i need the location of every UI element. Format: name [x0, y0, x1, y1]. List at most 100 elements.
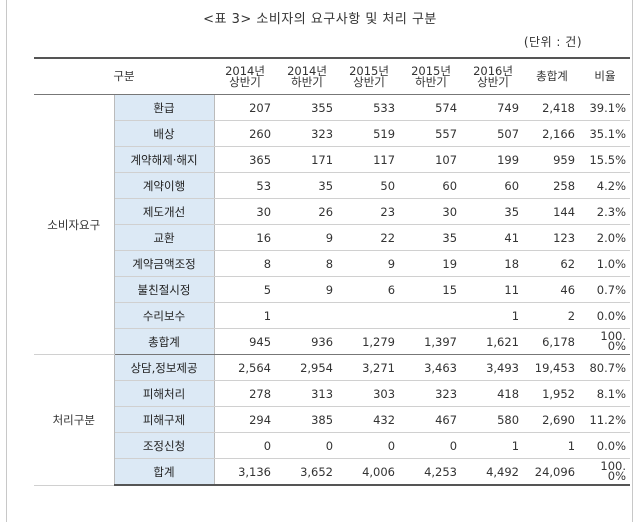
row-label: 총합계: [114, 328, 215, 355]
value-cell: 60: [400, 172, 463, 199]
row-label: 계약이행: [114, 172, 215, 199]
value-cell: 574: [400, 94, 463, 121]
row-label: 수리보수: [114, 302, 215, 329]
header-row: 구분 2014년 상반기 2014년 하반기 2015년 상반기 2015년 하…: [34, 57, 631, 95]
table-row: 합계 3,136 3,652 4,006 4,253 4,492 24,096 100.0%: [34, 458, 631, 486]
value-cell: 11: [462, 276, 525, 303]
value-cell: 3,652: [276, 458, 339, 486]
value-cell: [276, 302, 339, 329]
value-cell: 3,136: [214, 458, 277, 486]
value-cell: 9: [338, 250, 401, 277]
value-cell: 323: [400, 380, 463, 407]
header-2014-h2-line1: 2014년: [287, 63, 327, 78]
value-cell: 60: [462, 172, 525, 199]
value-cell: 2,564: [214, 354, 277, 381]
value-cell: 35: [462, 198, 525, 225]
header-2015-h1-line1: 2015년: [349, 63, 389, 78]
value-cell: 3,271: [338, 354, 401, 381]
value-cell: 26: [276, 198, 339, 225]
value-cell: 278: [214, 380, 277, 407]
table-row: 수리보수 1 1 2 0.0%: [34, 302, 631, 329]
header-2015-h2-line1: 2015년: [411, 63, 451, 78]
value-cell: 467: [400, 406, 463, 433]
value-cell: 35: [400, 224, 463, 251]
value-cell: 8: [276, 250, 339, 277]
value-cell: 4,253: [400, 458, 463, 486]
total-cell: 2,690: [524, 406, 581, 433]
table-row: 처리구분 상담,정보제공 2,564 2,954 3,271 3,463 3,493 19,4…: [34, 354, 631, 486]
value-cell: 8: [214, 250, 277, 277]
table-row: 교환 16 9 22 35 41 123 2.0%: [34, 224, 631, 251]
header-2014-h1-line2: 상반기: [229, 74, 261, 89]
value-cell: 53: [214, 172, 277, 199]
rate-cell: 35.1%: [580, 120, 631, 147]
header-total: 총합계: [524, 57, 581, 95]
rate-value: 100.0%: [600, 328, 627, 353]
rate-value: 100.0%: [600, 458, 627, 483]
value-cell: 533: [338, 94, 401, 121]
header-2015-h2-line2: 하반기: [415, 74, 447, 89]
table-row: 총합계 945 936 1,279 1,397 1,621 6,178 100.0%: [34, 328, 631, 355]
row-label: 조정신청: [114, 432, 215, 459]
group-consumer-requests: 소비자요구: [34, 94, 115, 355]
rate-cell: 4.2%: [580, 172, 631, 199]
value-cell: 22: [338, 224, 401, 251]
value-cell: 519: [338, 120, 401, 147]
header-2014-h2-line2: 하반기: [291, 74, 323, 89]
page-left-border: [6, 0, 7, 522]
total-cell: 2,418: [524, 94, 581, 121]
rate-cell: 0.7%: [580, 276, 631, 303]
rate-cell: 0.0%: [580, 432, 631, 459]
value-cell: 30: [400, 198, 463, 225]
rate-cell: 2.0%: [580, 224, 631, 251]
value-cell: 41: [462, 224, 525, 251]
value-cell: 0: [400, 432, 463, 459]
value-cell: 9: [276, 276, 339, 303]
value-cell: 557: [400, 120, 463, 147]
rate-cell: 100.0%: [580, 458, 631, 486]
statistics-table: 구분 2014년 상반기 2014년 하반기 2015년 상반기 2015년 하…: [34, 57, 631, 486]
value-cell: 1,279: [338, 328, 401, 355]
value-cell: [400, 302, 463, 329]
total-cell: 46: [524, 276, 581, 303]
page-right-border: [632, 0, 633, 522]
value-cell: 18: [462, 250, 525, 277]
rate-cell: 15.5%: [580, 146, 631, 173]
value-cell: 6: [338, 276, 401, 303]
header-2015-h1-line2: 상반기: [353, 74, 385, 89]
table-row: 피해처리 278 313 303 323 418 1,952 8.1%: [34, 380, 631, 407]
header-2014-h1-line1: 2014년: [225, 63, 265, 78]
value-cell: 1,621: [462, 328, 525, 355]
rate-cell: 80.7%: [580, 354, 631, 381]
value-cell: 1: [462, 302, 525, 329]
row-label: 피해구제: [114, 406, 215, 433]
table-row: 계약해제·해지 365 171 117 107 199 959 15.5%: [34, 146, 631, 173]
value-cell: 171: [276, 146, 339, 173]
table-caption: <표 3> 소비자의 요구사항 및 처리 구분: [203, 12, 437, 27]
row-label: 피해처리: [114, 380, 215, 407]
header-2014-h2: 2014년 하반기: [276, 57, 339, 95]
value-cell: 945: [214, 328, 277, 355]
value-cell: 199: [462, 146, 525, 173]
value-cell: 30: [214, 198, 277, 225]
header-2016-h1-line2: 상반기: [477, 74, 509, 89]
value-cell: 1: [214, 302, 277, 329]
value-cell: 16: [214, 224, 277, 251]
row-label: 계약금액조정: [114, 250, 215, 277]
total-cell: 2,166: [524, 120, 581, 147]
value-cell: 3,463: [400, 354, 463, 381]
table-row: 배상 260 323 519 557 507 2,166 35.1%: [34, 120, 631, 147]
rate-cell: 0.0%: [580, 302, 631, 329]
value-cell: 0: [214, 432, 277, 459]
table-row: 제도개선 30 26 23 30 35 144 2.3%: [34, 198, 631, 225]
table-body: 소비자요구 환급 207 355 533 574 749 2,418 39.1% 배상 260 323…: [34, 94, 631, 486]
value-cell: 1: [462, 432, 525, 459]
table-row: 소비자요구 환급 207 355 533 574 749 2,418 39.1%: [34, 94, 631, 355]
rate-cell: 2.3%: [580, 198, 631, 225]
row-label: 불친절시정: [114, 276, 215, 303]
value-cell: 432: [338, 406, 401, 433]
value-cell: 5: [214, 276, 277, 303]
value-cell: 580: [462, 406, 525, 433]
value-cell: 0: [276, 432, 339, 459]
